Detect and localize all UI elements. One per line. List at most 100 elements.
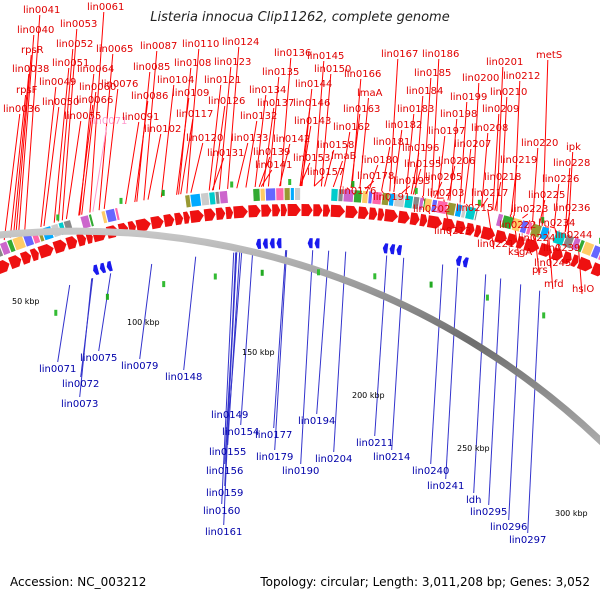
- gene-label: lin0109: [172, 88, 209, 99]
- forward-gene-arrow: [561, 251, 572, 265]
- feature-block: [381, 192, 390, 206]
- top-label-leader: [481, 197, 489, 208]
- misc-feature-mark: [54, 309, 58, 316]
- top-label-leader: [410, 152, 420, 195]
- reverse-gene-arrow: [307, 238, 313, 249]
- feature-block: [284, 188, 290, 201]
- gene-label: ksgA: [508, 247, 532, 258]
- misc-feature-mark: [56, 214, 60, 221]
- forward-gene-arrow: [183, 211, 190, 224]
- gene-label: lin0215: [456, 203, 493, 214]
- gene-label: lin0228: [553, 158, 590, 169]
- forward-gene-arrow: [301, 204, 313, 217]
- gene-label: lin0141: [255, 160, 292, 171]
- gene-label: lin0201: [486, 57, 523, 68]
- gene-label: lin0133: [231, 133, 268, 144]
- feature-block: [253, 188, 260, 202]
- gene-label: lin0071: [39, 364, 76, 375]
- feature-block: [372, 191, 382, 205]
- misc-feature-mark: [162, 281, 166, 288]
- gene-label: lin0297: [509, 535, 546, 546]
- gene-label: lin0221: [477, 239, 514, 250]
- bottom-label-leader: [98, 273, 112, 352]
- reverse-gene-arrow: [314, 238, 320, 249]
- gene-label: lin0226: [542, 174, 579, 185]
- gene-label: lin0218: [484, 172, 521, 183]
- forward-gene-arrow: [473, 224, 482, 238]
- top-label-leader: [260, 169, 273, 187]
- feature-block: [190, 193, 202, 207]
- misc-feature-mark: [213, 273, 217, 280]
- feature-block: [431, 199, 438, 213]
- top-label-leader: [218, 66, 232, 190]
- scale-tick-label: 300 kbp: [555, 509, 588, 518]
- top-label-leader: [245, 120, 258, 188]
- scale-tick-label: 200 kbp: [352, 391, 385, 400]
- gene-label: lin0198: [440, 109, 477, 120]
- gene-label: lin0295: [470, 507, 507, 518]
- forward-gene-arrow: [515, 235, 525, 249]
- bottom-label-leader: [240, 251, 254, 426]
- misc-feature-mark: [373, 273, 377, 280]
- top-label-leader: [43, 106, 60, 227]
- top-label-leader: [532, 147, 539, 222]
- gene-label: lin0211: [356, 438, 393, 449]
- gene-label: lin0040: [17, 25, 54, 36]
- gene-label: lin0137: [257, 98, 294, 109]
- bottom-label-leader: [223, 252, 237, 526]
- gene-label: lin0144: [295, 79, 332, 90]
- feature-block: [331, 188, 338, 202]
- top-label-leader: [258, 156, 271, 187]
- gene-label: lin0244: [555, 230, 592, 241]
- gene-label: lin0214: [373, 452, 410, 463]
- misc-feature-mark: [260, 269, 264, 276]
- forward-gene-arrow: [419, 213, 428, 227]
- top-label-leader: [381, 146, 391, 191]
- top-label-leader: [212, 105, 226, 191]
- forward-gene-arrow: [29, 248, 39, 262]
- top-label-leader: [134, 100, 149, 203]
- gene-label: lin0183: [397, 104, 434, 115]
- scale-tick-label: 100 kbp: [127, 318, 160, 327]
- feature-block: [353, 190, 362, 203]
- top-label-leader: [324, 149, 335, 187]
- forward-gene-arrow: [550, 247, 563, 261]
- gene-label: lin0060: [79, 82, 116, 93]
- top-label-leader: [89, 11, 105, 213]
- gene-label: lin0166: [344, 69, 381, 80]
- top-label-leader: [564, 167, 571, 232]
- bottom-label-leader: [508, 284, 522, 521]
- feature-color-blocks-track: [0, 188, 600, 260]
- top-label-leader: [510, 164, 518, 215]
- map-title: Listeria innocua Clip11262, complete gen…: [150, 10, 450, 25]
- feature-block: [0, 241, 11, 256]
- reverse-gene-arrow: [99, 262, 107, 274]
- misc-feature-mark: [230, 181, 234, 188]
- gene-label: lin0148: [165, 372, 202, 383]
- gene-label: lin0212: [503, 71, 540, 82]
- forward-gene-arrow: [377, 208, 385, 221]
- forward-gene-arrow: [174, 212, 184, 226]
- bottom-label-leader: [183, 256, 197, 371]
- misc-feature-mark: [317, 269, 320, 276]
- gene-label: ldh: [466, 495, 481, 506]
- top-label-leader: [350, 113, 361, 188]
- top-label-leader: [254, 94, 267, 188]
- reverse-gene-arrow: [276, 238, 282, 249]
- top-label-leader: [262, 107, 275, 187]
- feature-block: [465, 206, 476, 220]
- top-gene-labels: lin0041 lin0040 rpsR lin0038 rpsF lin003…: [3, 2, 594, 295]
- gene-label: lin0134: [249, 85, 286, 96]
- gene-label: lin0204: [315, 454, 352, 465]
- top-label-leader: [549, 226, 555, 229]
- feature-block: [460, 205, 467, 218]
- gene-label: lin0190: [282, 466, 319, 477]
- bottom-label-leader: [273, 250, 287, 429]
- forward-gene-arrow: [189, 210, 204, 223]
- top-label-leader: [12, 73, 30, 237]
- gene-label: lin0222: [499, 220, 536, 231]
- forward-gene-arrow: [368, 207, 378, 220]
- top-label-leader: [147, 133, 162, 200]
- bottom-label-leader: [227, 252, 241, 446]
- bottom-label-leader: [391, 257, 405, 451]
